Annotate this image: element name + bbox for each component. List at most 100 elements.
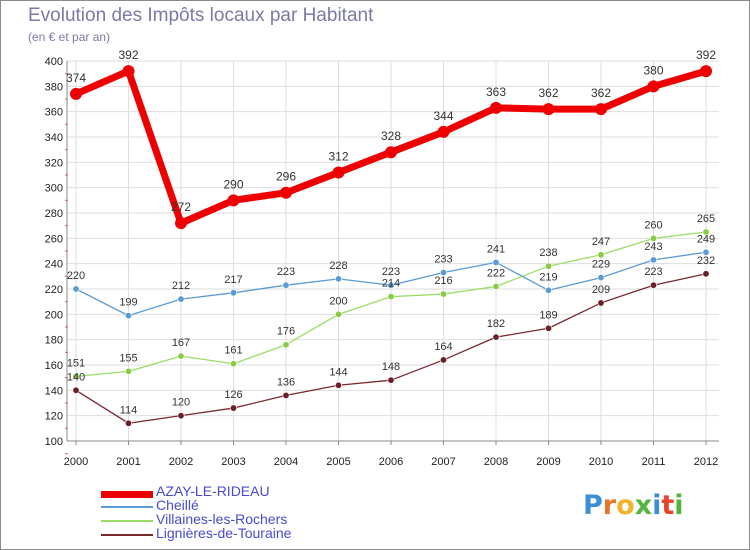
legend-swatch: [101, 520, 153, 522]
x-tick-label: 2004: [274, 456, 298, 468]
series-point: [544, 324, 552, 332]
x-tick-label: 2012: [694, 456, 718, 468]
logo-letter: x: [634, 490, 653, 521]
data-label: 243: [644, 241, 662, 253]
proxiti-logo: Proxiti: [583, 490, 684, 521]
data-label: 260: [644, 219, 662, 231]
series-point: [544, 286, 552, 294]
series-point: [282, 281, 290, 289]
series-point: [597, 274, 605, 282]
data-label: 155: [119, 352, 137, 364]
data-label: 232: [697, 255, 715, 267]
series-point: [490, 101, 502, 114]
series-point: [70, 87, 82, 100]
series-point: [542, 103, 555, 116]
data-label: 228: [329, 260, 347, 272]
series-point: [597, 251, 605, 259]
series-point: [595, 103, 607, 116]
data-label: 233: [434, 254, 452, 266]
series-point: [177, 352, 185, 360]
logo-letter: P: [583, 490, 603, 521]
data-label: 241: [487, 243, 505, 255]
logo-letter: i: [674, 490, 684, 521]
legend-label: Villaines-les-Rochers: [156, 511, 288, 527]
data-label: 199: [119, 297, 137, 309]
series-point: [700, 65, 712, 78]
y-tick-label: 220: [45, 284, 63, 296]
data-label: 229: [592, 259, 610, 271]
series-point: [387, 281, 395, 289]
x-tick-label: 2000: [64, 456, 88, 468]
data-label: 212: [172, 280, 190, 292]
data-label: 148: [382, 361, 400, 373]
data-label: 214: [382, 278, 400, 290]
series-point: [439, 269, 447, 277]
y-tick-label: 340: [45, 132, 63, 144]
logo-letter: t: [661, 490, 675, 521]
series-point: [334, 381, 342, 389]
data-label: 247: [592, 236, 610, 248]
legend-swatch: [101, 491, 153, 498]
data-label: 265: [697, 213, 715, 225]
data-label: 238: [539, 247, 557, 259]
data-label: 136: [277, 376, 295, 388]
y-tick-label: 140: [45, 385, 63, 397]
series-point: [439, 356, 447, 364]
y-tick-label: 160: [45, 360, 63, 372]
data-label: 140: [67, 371, 85, 383]
legend-item: Cheillé: [101, 497, 361, 513]
series-point: [72, 372, 80, 380]
x-tick-label: 2005: [326, 456, 350, 468]
legend-label: AZAY-LE-RIDEAU: [156, 483, 270, 499]
x-tick-label: 2009: [536, 456, 560, 468]
series-point: [230, 404, 238, 412]
data-label: 182: [487, 318, 505, 330]
y-tick-label: 240: [45, 259, 63, 271]
series-point: [177, 295, 185, 303]
legend-label: Lignières-de-Touraine: [156, 525, 292, 541]
chart-title: Evolution des Impôts locaux par Habitant: [28, 5, 374, 26]
y-tick-label: 260: [45, 233, 63, 245]
series-point: [230, 360, 238, 368]
data-label: 120: [172, 397, 190, 409]
y-tick-label: 380: [45, 81, 63, 93]
data-label: 151: [67, 357, 85, 369]
data-label: 167: [172, 337, 190, 349]
series-point: [649, 234, 657, 242]
x-tick-label: 2003: [221, 456, 245, 468]
x-tick-label: 2001: [116, 456, 140, 468]
series-point: [125, 367, 133, 375]
data-label: 219: [539, 271, 557, 283]
series-point: [492, 282, 500, 290]
legend-swatch: [101, 506, 153, 508]
series-point: [227, 194, 240, 207]
data-label: 344: [433, 109, 453, 123]
logo-letter: r: [602, 490, 617, 521]
series-point: [282, 341, 290, 349]
x-tick-label: 2007: [431, 456, 455, 468]
data-label: 176: [277, 326, 295, 338]
series-point: [122, 65, 135, 78]
data-label: 126: [224, 389, 242, 401]
grid-layer: [67, 60, 719, 442]
series-point: [492, 333, 500, 341]
series-point: [387, 293, 395, 301]
data-label: 392: [118, 48, 138, 62]
x-tick-label: 2008: [484, 456, 508, 468]
data-label: 363: [486, 85, 506, 99]
series-point: [332, 166, 345, 179]
y-tick-label: 180: [45, 335, 63, 347]
series-point: [72, 285, 80, 293]
series-point: [647, 80, 660, 93]
series-point: [492, 258, 500, 266]
series-point: [702, 228, 710, 236]
y-tick-label: 300: [45, 183, 63, 195]
x-tick-label: 2002: [169, 456, 193, 468]
series-point: [334, 310, 342, 318]
series-point: [385, 146, 397, 159]
logo-letter: o: [616, 490, 635, 521]
data-label: 223: [644, 266, 662, 278]
data-label: 222: [487, 267, 505, 279]
series-point: [125, 312, 133, 320]
legend-item: Villaines-les-Rochers: [101, 511, 361, 527]
